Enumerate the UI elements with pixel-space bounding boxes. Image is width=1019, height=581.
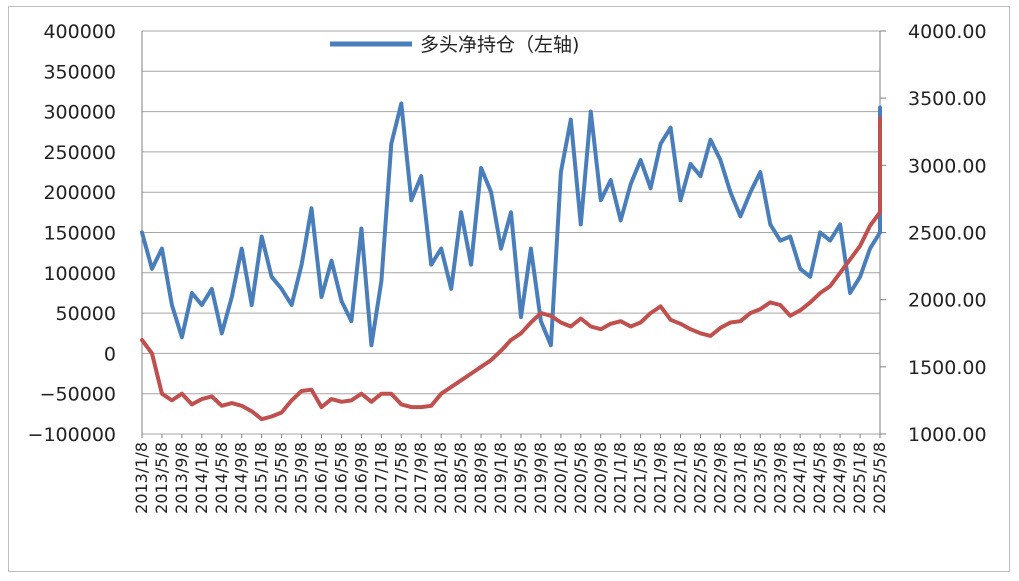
x-tick-label: 2013/1/8	[132, 442, 151, 514]
x-tick-label: 2019/9/8	[531, 442, 550, 514]
x-tick-label: 2015/9/8	[292, 442, 311, 514]
x-tick-label: 2016/9/8	[351, 442, 370, 514]
left-tick-label: 300000	[43, 102, 116, 124]
left-tick-label: 400000	[43, 21, 116, 43]
x-tick-label: 2017/1/8	[371, 442, 390, 514]
x-tick-label: 2015/5/8	[272, 442, 291, 514]
x-tick-label: 2021/1/8	[611, 442, 630, 514]
left-tick-label: −100000	[28, 424, 116, 446]
right-tick-label: 1500.00	[908, 357, 987, 379]
x-tick-label: 2025/5/8	[870, 442, 889, 514]
x-tick-label: 2023/1/8	[730, 442, 749, 514]
x-tick-label: 2022/1/8	[671, 442, 690, 514]
left-tick-label: 50000	[56, 303, 116, 325]
x-tick-label: 2024/5/8	[810, 442, 829, 514]
left-tick-label: 350000	[43, 61, 116, 83]
legend-label: 多头净持仓（左轴)	[420, 34, 579, 56]
x-tick-label: 2018/1/8	[431, 442, 450, 514]
x-tick-label: 2020/5/8	[571, 442, 590, 514]
chart-frame	[8, 6, 1010, 572]
x-tick-label: 2024/1/8	[790, 442, 809, 514]
x-tick-label: 2013/9/8	[172, 442, 191, 514]
left-tick-label: −50000	[40, 384, 116, 406]
x-tick-label: 2017/9/8	[411, 442, 430, 514]
x-tick-label: 2022/5/8	[690, 442, 709, 514]
x-tick-label: 2018/5/8	[451, 442, 470, 514]
x-tick-label: 2018/9/8	[471, 442, 490, 514]
x-tick-label: 2025/1/8	[850, 442, 869, 514]
legend: 多头净持仓（左轴)	[330, 34, 579, 56]
right-tick-label: 4000.00	[908, 21, 987, 43]
x-tick-label: 2023/9/8	[770, 442, 789, 514]
price-line	[140, 116, 882, 422]
x-tick-label: 2024/9/8	[830, 442, 849, 514]
x-tick-label: 2019/1/8	[491, 442, 510, 514]
x-tick-label: 2023/5/8	[750, 442, 769, 514]
x-tick-label: 2016/5/8	[331, 442, 350, 514]
x-tick-label: 2022/9/8	[710, 442, 729, 514]
right-tick-label: 2000.00	[908, 290, 987, 312]
right-tick-label: 3500.00	[908, 88, 987, 110]
net-long-line	[140, 101, 882, 348]
right-tick-label: 2500.00	[908, 223, 987, 245]
x-tick-label: 2014/5/8	[212, 442, 231, 514]
x-tick-label: 2016/1/8	[312, 442, 331, 514]
x-tick-label: 2014/1/8	[192, 442, 211, 514]
right-tick-label: 3000.00	[908, 155, 987, 177]
x-tick-label: 2013/5/8	[152, 442, 171, 514]
x-tick-label: 2014/9/8	[232, 442, 251, 514]
series-lines	[140, 101, 882, 422]
left-tick-label: 200000	[43, 182, 116, 204]
left-tick-label: 250000	[43, 142, 116, 164]
x-tick-label: 2020/9/8	[591, 442, 610, 514]
axes: −100000 −50000 0 50000 100000 150000 200000 250…	[28, 21, 987, 514]
left-tick-label: 100000	[43, 263, 116, 285]
left-tick-label: 0	[104, 343, 116, 365]
x-tick-label: 2021/9/8	[651, 442, 670, 514]
x-tick-label: 2019/5/8	[511, 442, 530, 514]
x-tick-label: 2015/1/8	[252, 442, 271, 514]
gridlines	[142, 30, 880, 435]
right-tick-label: 1000.00	[908, 424, 987, 446]
x-tick-label: 2020/1/8	[551, 442, 570, 514]
x-tick-label: 2021/5/8	[631, 442, 650, 514]
x-tick-label: 2017/5/8	[391, 442, 410, 514]
left-tick-label: 150000	[43, 223, 116, 245]
